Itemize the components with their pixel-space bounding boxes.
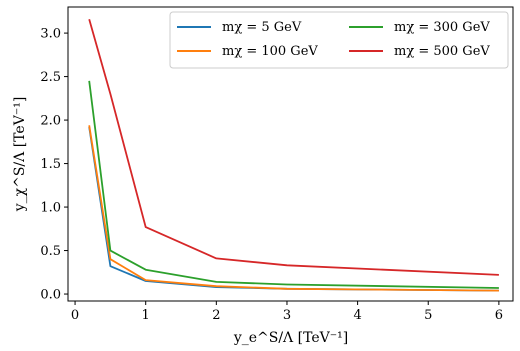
y-tick-label: 1.0 <box>40 201 61 216</box>
x-tick-label: 3 <box>283 308 291 323</box>
x-ticks: 0 1 2 3 4 5 6 <box>71 301 503 323</box>
y-ticks: 0.0 0.5 1.0 1.5 2.0 2.5 3.0 <box>40 27 68 303</box>
x-tick-label: 1 <box>142 308 150 323</box>
y-tick-label: 0.0 <box>40 288 61 303</box>
x-tick-label: 6 <box>495 308 503 323</box>
x-tick-label: 4 <box>353 308 361 323</box>
legend: mχ = 5 GeV mχ = 100 GeV mχ = 300 GeV mχ … <box>169 11 509 69</box>
legend-label-300gev: mχ = 300 GeV <box>394 20 490 35</box>
legend-label-100gev: mχ = 100 GeV <box>222 44 318 59</box>
legend-label-5gev: mχ = 5 GeV <box>222 20 302 35</box>
x-axis-label: y_e^S/Λ [TeV⁻¹] <box>233 330 348 346</box>
legend-box <box>169 11 509 69</box>
y-axis-label: y_χ^S/Λ [TeV⁻¹] <box>12 97 28 213</box>
series-layer <box>88 18 499 292</box>
y-tick-label: 3.0 <box>40 27 61 42</box>
series-line-2 <box>88 80 499 289</box>
x-tick-label: 5 <box>424 308 432 323</box>
series-line-1 <box>88 125 499 292</box>
y-tick-label: 2.5 <box>40 70 61 85</box>
plot-area <box>67 6 514 302</box>
y-tick-label: 0.5 <box>40 244 61 259</box>
series-line-3 <box>88 18 499 276</box>
legend-label-500gev: mχ = 500 GeV <box>394 44 490 59</box>
x-tick-label: 2 <box>212 308 220 323</box>
x-tick-label: 0 <box>71 308 79 323</box>
y-tick-label: 1.5 <box>40 157 61 172</box>
y-tick-label: 2.0 <box>40 114 61 129</box>
